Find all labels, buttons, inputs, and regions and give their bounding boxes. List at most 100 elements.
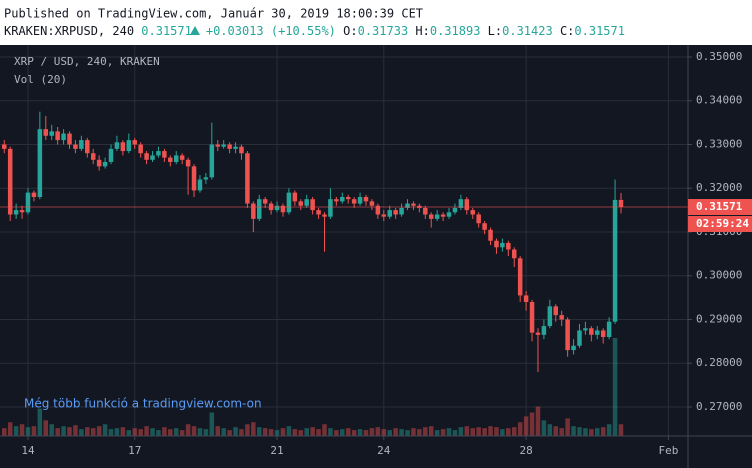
candle-body [600,330,606,337]
volume-bar [506,428,511,436]
candle-body [488,229,493,241]
candle-body [274,205,280,211]
candle-body [423,207,428,215]
symbol-line: KRAKEN:XRPUSD, 240 0.31571 +0.03013 (+10.… [4,24,625,38]
candle-body [203,177,209,180]
candle-body [215,144,221,147]
candle-body [476,214,481,224]
volume-bar [476,427,481,436]
l-label: L: [488,24,502,38]
volume-bar [19,424,25,436]
volume-bar [417,429,422,436]
volume-bar [618,424,624,436]
candle-body [529,301,535,333]
watermark[interactable]: Még több funkció a tradingview.com-on [24,397,262,411]
volume-bar [197,428,203,436]
volume-bar [2,428,7,436]
volume-bar [411,428,416,436]
candle-body [612,199,618,322]
chart-title: XRP / USD, 240, KRAKEN [14,55,160,68]
volume-bar [511,427,517,436]
volume-bar [191,426,197,436]
volume-bar [381,429,387,436]
candle-body [375,205,381,215]
volume-bar [322,424,327,436]
candle-body [73,144,78,149]
volume-bar [399,429,404,436]
candle-body [67,133,72,145]
volume-bar [446,428,452,436]
volume-bar [209,412,215,436]
candle-body [43,129,49,136]
volume-bar [257,427,262,436]
x-tick-label: 24 [377,444,391,457]
candle-body [257,199,262,219]
h: 0.31893 [430,24,481,38]
volume-bar [334,430,339,436]
candle-body [553,306,559,316]
volume-bar [310,427,315,436]
candle-body [328,199,333,217]
volume-bar [387,430,392,436]
countdown-tag [688,216,752,233]
volume-bar [595,428,600,436]
volume-bar [434,430,440,436]
volume-bar [102,424,108,436]
candle-body [399,207,404,215]
volume-bar [363,430,369,436]
candle-body [251,203,256,219]
candle-body [452,207,458,213]
candle-body [61,133,66,141]
volume-bar [565,418,570,436]
volume-bar [215,426,221,436]
candle-body [357,196,363,204]
candle-body [162,151,167,158]
volume-bar [221,428,226,436]
volume-bar [61,426,66,436]
volume-bar [345,428,351,436]
volume-bar [239,429,244,436]
candle-body [464,199,470,211]
volume-bar [114,428,120,436]
candle-body [369,201,375,206]
volume-bar [227,430,232,436]
candle-body [138,144,143,154]
candle-body [221,144,226,147]
y-tick-label: 0.34000 [696,94,742,107]
candle-body [31,192,37,197]
candle-body [363,196,369,202]
volume-bar [179,430,185,436]
candle-body [434,214,440,219]
candle-body [547,306,553,327]
volume-bar [280,428,286,436]
candle-body [185,159,191,167]
candle-body [239,146,244,154]
volume-bar [245,424,250,436]
candle-body [227,144,232,149]
y-tick-label: 0.29000 [696,312,742,325]
volume-bar [464,426,470,436]
h-label: H: [415,24,429,38]
candle-body [25,192,31,213]
volume-bar [393,428,398,436]
candle-body [108,148,114,162]
last-price-label: 0.31571 [696,200,743,213]
volume-bar [25,427,31,436]
last-price-tag [688,199,752,216]
candle-body [2,144,7,149]
candle-body [535,332,541,335]
candle-body [393,210,398,215]
candle-body [173,155,179,162]
volume-bar [203,429,209,436]
volume-bar [351,430,357,436]
candle-body [340,196,345,202]
volume-bar [547,424,553,436]
x-tick-label: 28 [519,444,532,457]
candle-body [150,155,155,160]
volume-bar [357,429,363,436]
candle-body [120,142,126,152]
volume-bar [458,427,464,436]
volume-bar [67,427,72,436]
volume-title: Vol (20) [14,73,67,86]
x-tick-label: Feb [658,444,678,457]
